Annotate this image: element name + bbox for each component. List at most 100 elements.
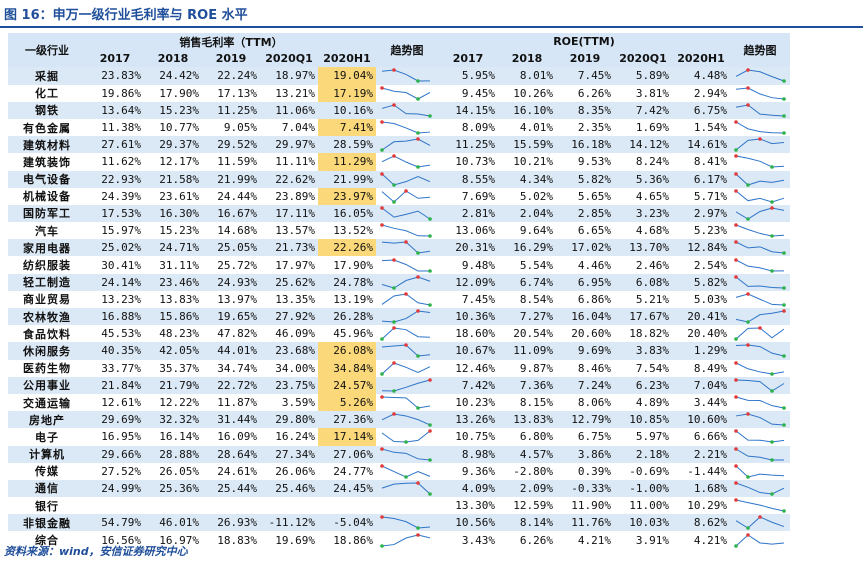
gross-margin-cell: 45.96%: [318, 325, 376, 343]
sparkline-svg: [734, 137, 785, 153]
gross-margin-cell: 29.69%: [86, 411, 144, 429]
sparkline-max-point: [734, 223, 738, 227]
sparkline-max-point: [746, 412, 750, 417]
trend-sparkline-roe: [730, 514, 790, 532]
roe-cell: 6.26%: [556, 84, 614, 102]
trend-sparkline-gm: [376, 273, 438, 291]
sparkline-min-point: [380, 543, 384, 548]
gross-margin-cell: 31.11%: [144, 256, 202, 274]
sparkline-max-point: [380, 515, 384, 520]
gross-margin-cell: 33.77%: [86, 359, 144, 377]
sparkline-svg: [380, 206, 432, 221]
gross-margin-cell: 22.72%: [202, 376, 260, 394]
roe-cell: 2.94%: [672, 84, 730, 102]
sparkline-max-point: [734, 274, 738, 279]
sparkline-max-point: [734, 446, 738, 451]
sparkline-line: [735, 224, 785, 237]
sparkline-max-point: [380, 120, 384, 124]
sparkline-svg: [381, 188, 431, 204]
sparkline-svg: [734, 188, 785, 204]
sparkline-line: [735, 344, 785, 357]
industry-name: 通信: [8, 479, 86, 498]
table-row: 家用电器 25.02% 24.71% 25.05% 21.73% 22.26% 20.31%…: [8, 239, 790, 257]
gross-margin-cell: 18.97%: [260, 67, 318, 85]
gross-margin-cell: 13.35%: [260, 290, 318, 308]
trend-sparkline-gm: [376, 376, 438, 394]
roe-cell: 10.67%: [438, 342, 498, 360]
roe-cell: 7.42%: [614, 101, 672, 119]
trend-sparkline-roe: [730, 290, 790, 308]
roe-cell: 8.46%: [556, 359, 614, 377]
gross-margin-cell: 13.23%: [86, 290, 144, 308]
roe-cell: 2.04%: [498, 204, 556, 223]
sparkline-max-point: [416, 481, 420, 485]
sparkline-max-point: [416, 532, 420, 537]
sparkline-max-point: [734, 154, 738, 159]
gross-margin-cell: 25.46%: [260, 479, 318, 498]
sparkline-line: [735, 241, 785, 254]
industry-name: 汽车: [8, 222, 86, 240]
gross-margin-cell: 16.30%: [144, 204, 202, 223]
roe-cell: 2.46%: [614, 256, 672, 274]
sparkline-min-point: [770, 389, 774, 393]
gross-margin-cell: 23.89%: [260, 187, 318, 205]
sparkline-min-point: [428, 234, 432, 238]
industry-name: 医药生物: [8, 359, 86, 377]
gross-margin-cell: 24.14%: [86, 273, 144, 291]
header-gross-margin: 销售毛利率（TTM）: [86, 33, 376, 51]
trend-sparkline-roe: [730, 393, 790, 412]
gross-margin-cell: 13.57%: [260, 222, 318, 240]
roe-cell: 7.24%: [556, 376, 614, 394]
table-row: 农林牧渔 16.88% 15.86% 19.65% 27.92% 26.28% 10.36%…: [8, 308, 790, 326]
sparkline-min-point: [380, 371, 384, 376]
roe-cell: 12.46%: [438, 359, 498, 377]
trend-sparkline-roe: [730, 67, 790, 85]
sparkline-min-point: [416, 251, 420, 256]
roe-cell: 14.12%: [614, 136, 672, 154]
gross-margin-cell: 11.87%: [202, 393, 260, 412]
sparkline-min-point: [770, 199, 774, 204]
table-row: 传媒 27.52% 26.05% 24.61% 26.06% 24.77% 9.36% -2.…: [8, 462, 790, 480]
sparkline-svg: [381, 481, 432, 496]
sparkline-min-point: [392, 389, 396, 393]
roe-cell: 18.60%: [438, 325, 498, 343]
gross-margin-cell: 24.99%: [86, 479, 144, 498]
roe-cell: 15.59%: [498, 136, 556, 154]
roe-cell: 5.71%: [672, 187, 730, 205]
header-row-top: 一级行业 销售毛利率（TTM） 趋势图 ROE(TTM) 趋势图: [8, 33, 790, 68]
industry-name: 公用事业: [8, 376, 86, 394]
sparkline-line: [735, 362, 785, 375]
gross-margin-cell: 26.93%: [202, 514, 260, 532]
sparkline-svg: [380, 326, 431, 342]
header-trend-roe: 趋势图: [730, 33, 790, 68]
sparkline-line: [381, 379, 431, 392]
gross-margin-cell: 34.74%: [202, 359, 260, 377]
sparkline-min-point: [392, 182, 396, 187]
sparkline-min-point: [428, 268, 432, 273]
sparkline-svg: [381, 103, 432, 118]
roe-cell: 7.54%: [614, 359, 672, 377]
trend-sparkline-roe: [730, 308, 790, 326]
gross-margin-cell: [144, 497, 202, 515]
roe-cell: 4.48%: [672, 67, 730, 85]
sparkline-max-point: [746, 85, 750, 90]
industry-name: 建筑装饰: [8, 153, 86, 171]
sparkline-min-point: [782, 354, 786, 359]
table-row: 银行 13.30% 12.59% 11.90% 11.00% 10.29%: [8, 497, 790, 515]
gross-margin-cell: 25.02%: [86, 239, 144, 257]
roe-cell: 7.69%: [438, 187, 498, 205]
roe-cell: 8.98%: [438, 445, 498, 463]
sparkline-min-point: [782, 509, 786, 513]
sparkline-svg: [735, 412, 786, 428]
sparkline-min-point: [746, 526, 750, 531]
roe-cell: 4.21%: [672, 531, 730, 549]
gross-margin-cell: 11.29%: [318, 153, 376, 171]
gross-margin-cell: 18.83%: [202, 531, 260, 549]
roe-cell: 1.54%: [672, 118, 730, 137]
sparkline-max-point: [746, 103, 750, 107]
roe-cell: 8.15%: [498, 393, 556, 412]
sparkline-line: [735, 379, 785, 392]
gross-margin-cell: 46.09%: [260, 325, 318, 343]
roe-cell: 17.67%: [614, 308, 672, 326]
roe-cell: 10.03%: [614, 514, 672, 532]
